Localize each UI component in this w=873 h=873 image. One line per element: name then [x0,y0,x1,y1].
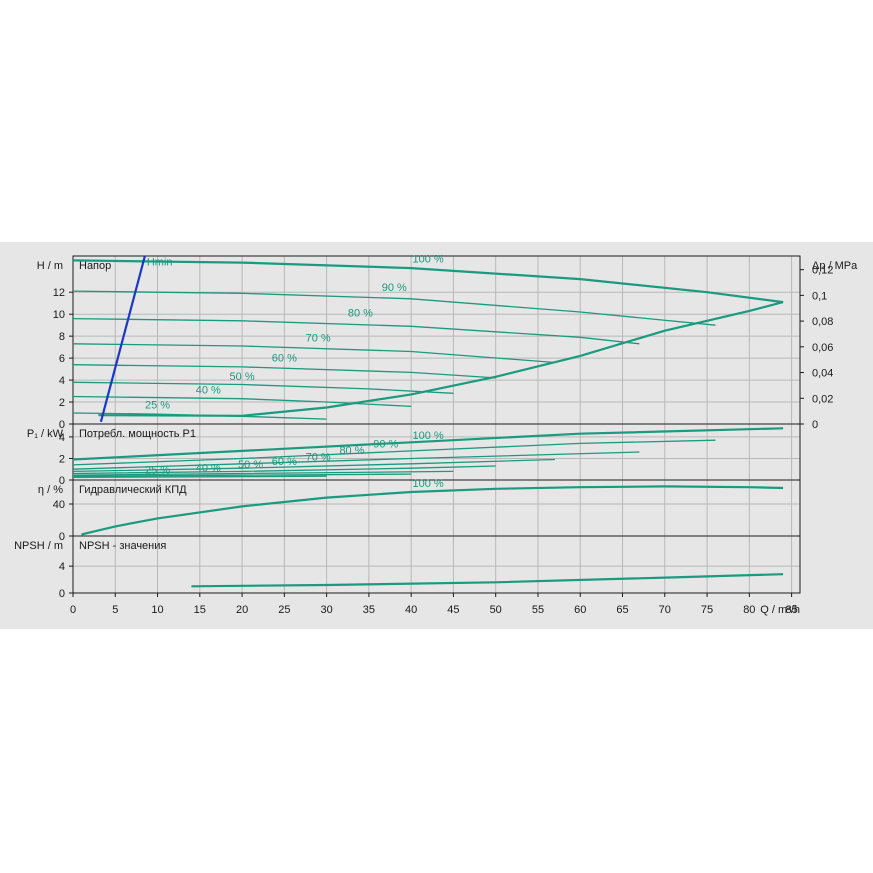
right-axis-label: Δp / MPa [812,260,858,272]
series-label: 90 % [373,439,398,451]
series-line [72,259,784,304]
panel-title: Гидравлический КПД [79,484,187,496]
y-tick-label: 2 [59,397,65,409]
x-tick-label: 30 [320,604,332,616]
y-tick-label: 40 [53,499,65,511]
y-tick-label: 0 [59,475,65,487]
series-line [72,290,716,326]
y-tick-label: 4 [59,375,65,387]
x-tick-label: 65 [616,604,628,616]
y-axis-label: P₁ / kW [27,428,64,440]
series-label: 25 % [145,465,170,477]
series-label: 60 % [272,456,297,468]
y-tick-label: 0 [59,531,65,543]
x-tick-label: 45 [447,604,459,616]
series-label: 50 % [238,459,263,471]
x-tick-label: 10 [151,604,163,616]
series-label: 100 % [412,430,443,442]
y-axis-label: NPSH / m [14,540,63,552]
series-label: 70 % [306,452,331,464]
right-tick-label: 0,06 [812,342,833,354]
right-tick-label: 0,12 [812,265,833,277]
right-tick-label: 0,02 [812,393,833,405]
hmin-line [99,255,146,423]
y-tick-label: 12 [53,287,65,299]
x-tick-label: 85 [785,604,797,616]
series-line [72,451,640,470]
series-label: 100 % [412,478,443,490]
series-line [72,364,496,379]
panel-frame [72,255,801,425]
x-tick-label: 75 [701,604,713,616]
series-line [72,465,496,475]
y-tick-label: 6 [59,353,65,365]
x-tick-label: 50 [490,604,502,616]
panel-title: NPSH - значения [79,540,166,552]
series-label: 50 % [230,371,255,383]
series-label: 60 % [272,352,297,364]
series-line [72,317,640,345]
series-label: 40 % [196,384,221,396]
series-line [72,475,327,478]
series-label: 90 % [382,282,407,294]
x-tick-label: 25 [278,604,290,616]
panel-title: Напор [79,260,111,272]
pump-curve-chart: 0 2 4 6 8 10 12 H / m Напор 0 0,02 0,04 0,06 0,08 0,1 0… [14,254,858,616]
x-axis-label: Q / m³/h [760,604,800,616]
x-tick-label: 80 [743,604,755,616]
y-tick-label: 0 [59,588,65,600]
chart-panel: 0 2 4 6 8 10 12 H / m Напор 0 0,02 0,04 0,06 0,08 0,1 0… [0,242,873,629]
right-tick-label: 0,04 [812,368,833,380]
x-tick-label: 40 [405,604,417,616]
series-line [191,573,784,588]
series-line [72,427,784,461]
y-tick-label: 10 [53,309,65,321]
y-tick-label: 8 [59,331,65,343]
series-label: 80 % [339,445,364,457]
series-line [72,343,555,364]
y-tick-label: 2 [59,453,65,465]
series-label: 100 % [412,254,443,266]
y-axis-label: η / % [38,484,63,496]
series-label: 25 % [145,400,170,412]
series-label: 80 % [348,307,373,319]
right-tick-label: 0 [812,419,818,431]
series-label: 40 % [196,462,221,474]
x-tick-label: 70 [659,604,671,616]
x-tick-label: 5 [112,604,118,616]
series-line [72,470,454,476]
x-tick-label: 20 [236,604,248,616]
y-tick-label: 4 [59,561,65,573]
series-line [98,301,784,417]
x-tick-label: 60 [574,604,586,616]
series-line [81,485,784,536]
right-tick-label: 0,08 [812,316,833,328]
x-tick-label: 35 [363,604,375,616]
y-tick-label: 4 [59,432,65,444]
panel-title: Потребл. мощность P1 [79,428,196,440]
hmin-label: Hmin [147,257,173,269]
x-tick-label: 0 [70,604,76,616]
panel-frame [72,535,801,594]
x-tick-label: 55 [532,604,544,616]
right-tick-label: 0,1 [812,290,827,302]
series-line [72,395,412,408]
series-line [72,473,412,477]
series-line [72,458,555,473]
y-axis-label: H / m [37,260,63,272]
series-line [72,381,454,394]
y-tick-label: 0 [59,419,65,431]
series-label: 70 % [306,333,331,345]
series-line [72,439,716,466]
x-tick-label: 15 [194,604,206,616]
